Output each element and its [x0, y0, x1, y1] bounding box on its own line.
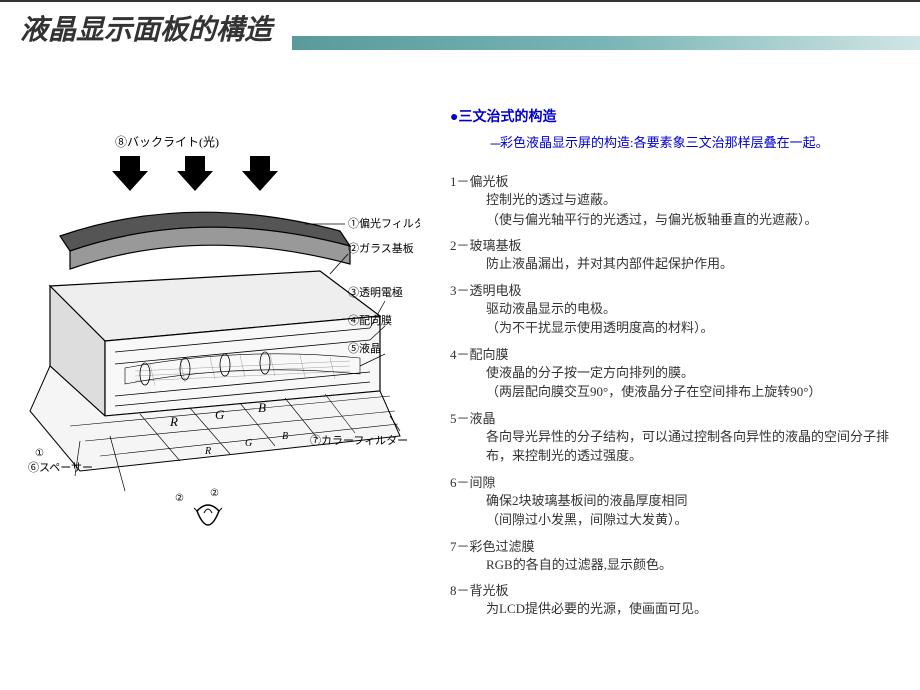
item-header: 5－液晶: [450, 408, 900, 427]
eye-icon: [194, 505, 222, 525]
item-note: （为不干扰显示使用透明度高的材料）。: [450, 318, 900, 338]
item-6: 6－间隙确保2块玻璃基板间的液晶厚度相同（间隙过小发黑，间隙过大发黄）。: [450, 472, 900, 530]
text-panel: ●三文治式的构造 ---彩色液晶显示屏的构造:各要素象三文治那样层叠在一起。 1…: [420, 96, 900, 625]
item-header: 8－背光板: [450, 580, 900, 599]
item-note: （间隙过小发黑，间隙过大发黄）。: [450, 510, 900, 530]
top-filter-layer: [60, 212, 350, 269]
item-5: 5－液晶各向导光异性的分子结构，可以通过控制各向异性的液晶的空间分子排布，来控制…: [450, 408, 900, 466]
item-7: 7－彩色过滤膜RGB的各自的过滤器,显示颜色。: [450, 536, 900, 575]
top-border: [0, 0, 920, 2]
item-header: 2－玻璃基板: [450, 235, 900, 254]
diagram-panel: ⑧バックライト(光) ①偏光フィルター ②ガラス基板: [20, 96, 420, 625]
arrows-icon: [112, 156, 278, 191]
content: ⑧バックライト(光) ①偏光フィルター ②ガラス基板: [0, 56, 920, 645]
diagram-label-6: ⑥スペーサー: [28, 461, 93, 474]
subtitle-desc-text: 彩色液晶显示屏的构造:各要素象三文治那样层叠在一起。: [500, 135, 829, 150]
rgb-g: G: [215, 407, 225, 422]
diagram-label-4: ④配向膜: [348, 313, 392, 327]
diagram-label-2: ②ガラス基板: [348, 241, 414, 255]
item-desc: 使液晶的分子按一定方向排列的膜。: [450, 363, 900, 383]
item-desc: RGB的各自的过滤器,显示颜色。: [450, 555, 900, 575]
item-note: （使与偏光轴平行的光透过，与偏光板轴垂直的光遮蔽）。: [450, 210, 900, 230]
item-desc: 防止液晶漏出，并对其内部件起保护作用。: [450, 254, 900, 274]
dash-prefix: ---: [490, 135, 500, 150]
diagram-circle-2a: ②: [175, 493, 184, 504]
item-header: 1－偏光板: [450, 171, 900, 190]
lcd-diagram: ⑧バックライト(光) ①偏光フィルター ②ガラス基板: [20, 96, 420, 556]
item-note: （两层配向膜交互90°，使液晶分子在空间排布上旋转90°）: [450, 382, 900, 402]
header: 液晶显示面板的構造: [0, 0, 920, 56]
rgb-r2: R: [204, 446, 211, 457]
item-desc: 确保2块玻璃基板间的液晶厚度相同: [450, 491, 900, 511]
diagram-label-8: ⑧バックライト(光): [115, 135, 219, 149]
rgb-b2: B: [282, 431, 288, 442]
diagram-label-7: ⑦カラーフィルター: [310, 434, 408, 447]
rgb-g2: G: [245, 438, 252, 449]
header-line-container: [292, 0, 920, 50]
item-2: 2－玻璃基板防止液晶漏出，并对其内部件起保护作用。: [450, 235, 900, 274]
diagram-circle-1: ①: [35, 448, 44, 459]
rgb-r: R: [169, 414, 178, 429]
item-desc: 控制光的透过与遮蔽。: [450, 190, 900, 210]
item-8: 8－背光板为LCD提供必要的光源，使画面可见。: [450, 580, 900, 619]
page-title: 液晶显示面板的構造: [0, 0, 292, 56]
item-header: 7－彩色过滤膜: [450, 536, 900, 555]
rgb-b: B: [258, 400, 266, 415]
subtitle-desc: ---彩色液晶显示屏的构造:各要素象三文治那样层叠在一起。: [450, 132, 900, 151]
subtitle-text: 三文治式的构造: [458, 110, 556, 125]
diagram-label-5: ⑤液晶: [348, 341, 381, 355]
diagram-circle-2b: ②: [210, 488, 219, 499]
item-header: 4－配向膜: [450, 344, 900, 363]
item-header: 3－透明电极: [450, 280, 900, 299]
item-4: 4－配向膜使液晶的分子按一定方向排列的膜。（两层配向膜交互90°，使液晶分子在空…: [450, 344, 900, 402]
subtitle: ●三文治式的构造: [450, 106, 900, 126]
item-3: 3－透明电极驱动液晶显示的电极。（为不干扰显示使用透明度高的材料）。: [450, 280, 900, 338]
header-line: [292, 36, 920, 50]
item-1: 1－偏光板控制光的透过与遮蔽。（使与偏光轴平行的光透过，与偏光板轴垂直的光遮蔽）…: [450, 171, 900, 229]
item-desc: 为LCD提供必要的光源，使画面可见。: [450, 599, 900, 619]
item-desc: 各向导光异性的分子结构，可以通过控制各向异性的液晶的空间分子排布，来控制光的透过…: [450, 427, 900, 466]
item-header: 6－间隙: [450, 472, 900, 491]
item-desc: 驱动液晶显示的电极。: [450, 299, 900, 319]
diagram-label-3: ③透明電極: [348, 285, 403, 299]
items-list: 1－偏光板控制光的透过与遮蔽。（使与偏光轴平行的光透过，与偏光板轴垂直的光遮蔽）…: [450, 171, 900, 619]
diagram-label-1: ①偏光フィルター: [348, 216, 420, 230]
